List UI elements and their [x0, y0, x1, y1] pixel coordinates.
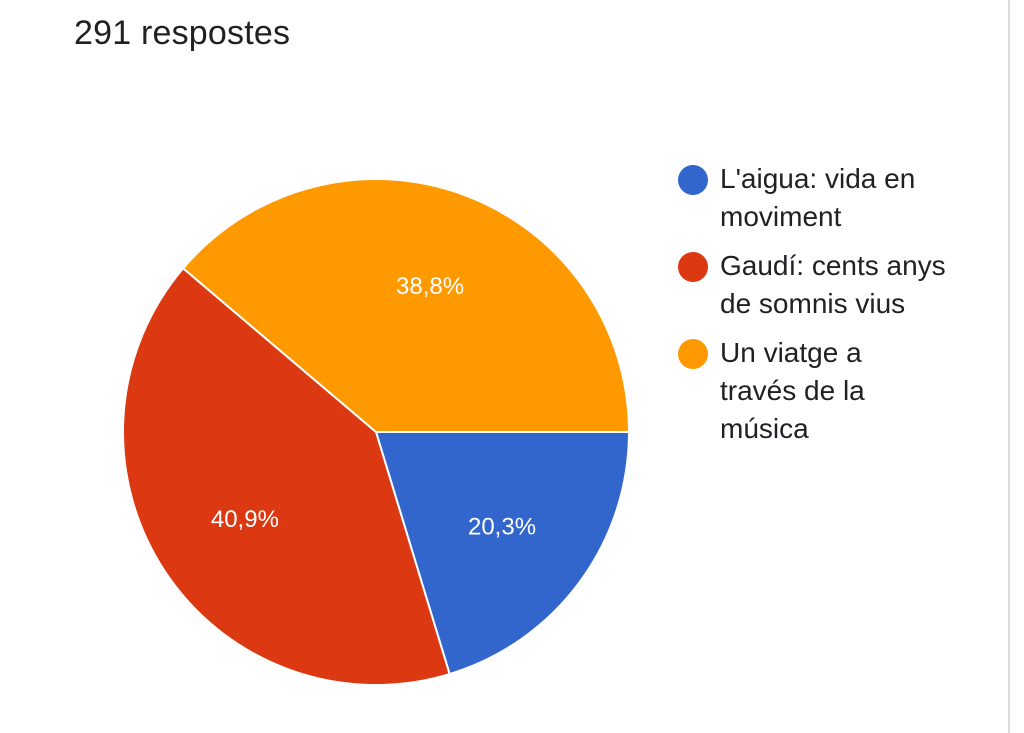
legend-dot-icon: [678, 165, 708, 195]
pie-value-label: 38,8%: [396, 273, 464, 300]
legend-dot-icon: [678, 339, 708, 369]
card-border: [1008, 0, 1010, 733]
legend-item-aigua[interactable]: L'aigua: vida en moviment: [678, 160, 978, 236]
pie-slice-gaudi[interactable]: [122, 266, 451, 686]
legend-item-musica[interactable]: Un viatge a través de la música: [678, 334, 978, 448]
legend-item-gaudi[interactable]: Gaudí: cents anys de somnis vius: [678, 247, 978, 323]
response-count: 291 respostes: [74, 14, 291, 52]
legend-label: Gaudí: cents anys de somnis vius: [720, 250, 946, 319]
legend-dot-icon: [678, 252, 708, 282]
pie-value-label: 40,9%: [211, 506, 279, 533]
legend-label: L'aigua: vida en moviment: [720, 163, 916, 232]
legend: L'aigua: vida en moviment Gaudí: cents a…: [678, 160, 978, 459]
pie-slice-musica[interactable]: [181, 178, 631, 433]
legend-label: Un viatge a través de la música: [720, 337, 865, 444]
pie-slice-aigua[interactable]: [374, 431, 631, 676]
pie-value-label: 20,3%: [468, 513, 536, 540]
